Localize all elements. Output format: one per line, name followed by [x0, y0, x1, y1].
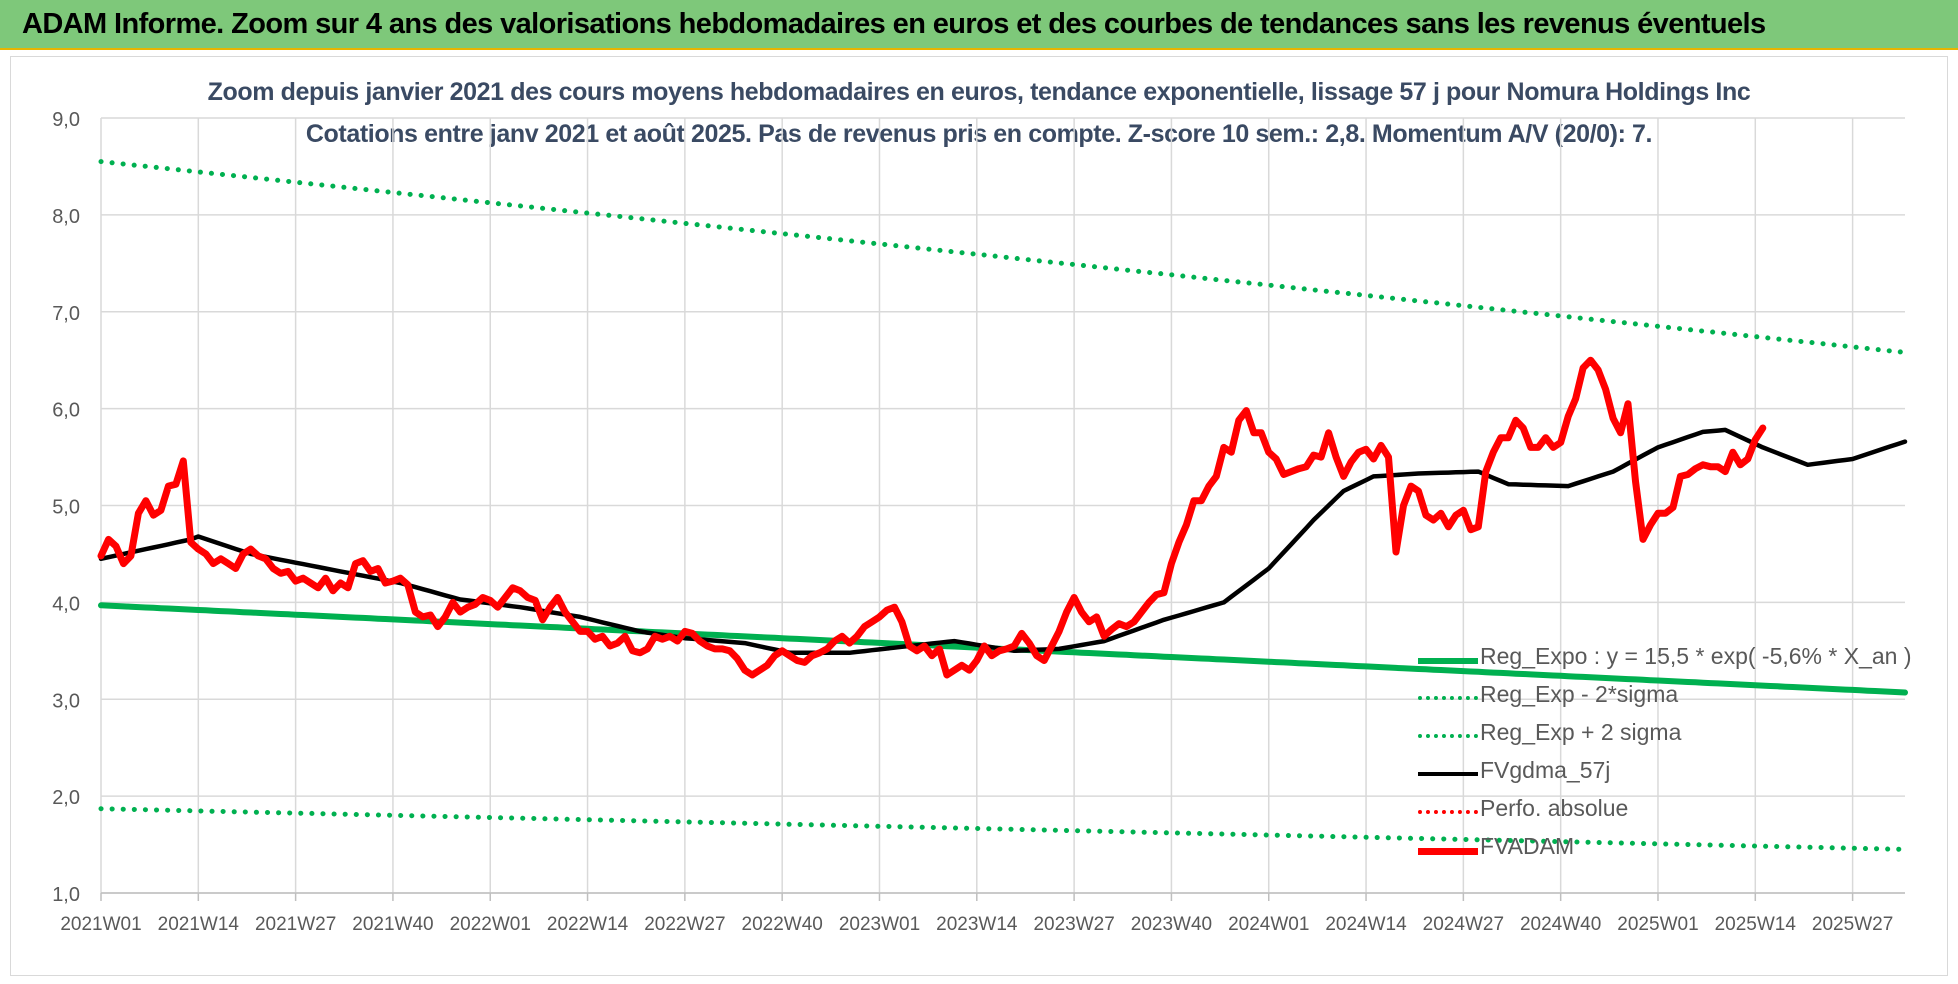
legend-label: Reg_Expo : y = 15,5 * exp( -5,6% * X_an …: [1480, 643, 1912, 669]
legend: Reg_Expo : y = 15,5 * exp( -5,6% * X_an …: [1412, 640, 1932, 868]
legend-swatch: [1418, 772, 1478, 776]
x-tick-label: 2023W40: [1131, 914, 1212, 935]
x-tick-label: 2021W27: [255, 914, 336, 935]
series-line-reg_exp: [98, 159, 1908, 355]
y-tick-label: 1,0: [52, 884, 80, 906]
x-tick-label: 2022W01: [450, 914, 531, 935]
x-tick-label: 2024W40: [1520, 914, 1601, 935]
x-axis: 2021W01 2021W14 2021W27 2021W40 2022W01 2022W…: [60, 892, 1905, 935]
legend-item: Reg_Expo : y = 15,5 * exp( -5,6% * X_an …: [1412, 640, 1932, 678]
y-tick-label: 2,0: [52, 787, 80, 809]
x-tick-label: 2024W27: [1423, 914, 1504, 935]
legend-swatch: [1418, 848, 1478, 855]
x-tick-label: 2021W14: [158, 914, 240, 935]
y-axis: 1,0 2,0 3,0 4,0 5,0 6,0 7,0 8,0 9,0: [52, 109, 80, 906]
legend-label: Perfo. absolue: [1480, 795, 1629, 821]
legend-label: Reg_Exp + 2 sigma: [1480, 719, 1682, 745]
chart-area: [10, 56, 1948, 976]
header-banner: ADAM Informe. Zoom sur 4 ans des valoris…: [0, 0, 1958, 50]
legend-swatch: [1418, 696, 1478, 700]
x-tick-label: 2023W01: [839, 914, 920, 935]
x-tick-label: 2022W14: [547, 914, 629, 935]
y-tick-label: 5,0: [52, 497, 80, 519]
legend-item: Reg_Exp - 2*sigma: [1412, 678, 1932, 716]
x-tick-label: 2023W27: [1033, 914, 1114, 935]
legend-swatch: [1418, 734, 1478, 738]
legend-item: FVADAM: [1412, 830, 1932, 868]
series-line-reg_exp: [98, 806, 1908, 852]
x-tick-label: 2023W14: [936, 914, 1018, 935]
y-tick-label: 4,0: [52, 593, 80, 615]
x-tick-label: 2021W40: [352, 914, 433, 935]
legend-label: Reg_Exp - 2*sigma: [1480, 681, 1679, 707]
legend-swatch: [1418, 810, 1478, 814]
y-tick-label: 9,0: [52, 109, 80, 131]
x-tick-label: 2024W14: [1325, 914, 1407, 935]
y-tick-label: 7,0: [52, 303, 80, 325]
x-tick-label: 2021W01: [60, 914, 141, 935]
x-tick-label: 2022W40: [742, 914, 823, 935]
series-lines: [97, 159, 1908, 852]
x-tick-label: 2025W14: [1715, 914, 1797, 935]
x-tick-label: 2024W01: [1228, 914, 1309, 935]
y-tick-label: 6,0: [52, 400, 80, 422]
legend-swatch: [1418, 658, 1478, 664]
chart-title: Zoom depuis janvier 2021 des cours moyen…: [207, 78, 1751, 106]
x-tick-label: 2025W01: [1617, 914, 1698, 935]
series-line-fvadam: [97, 356, 1767, 679]
legend-label: FVADAM: [1480, 833, 1575, 859]
x-tick-label: 2022W27: [644, 914, 725, 935]
chart-subtitle: Cotations entre janv 2021 et août 2025. …: [305, 120, 1653, 148]
legend-item: Perfo. absolue: [1412, 792, 1932, 830]
y-tick-label: 3,0: [52, 690, 80, 712]
x-tick-label: 2025W27: [1812, 914, 1893, 935]
legend-label: FVgdma_57j: [1480, 757, 1611, 783]
y-tick-label: 8,0: [52, 206, 80, 228]
legend-item: Reg_Exp + 2 sigma: [1412, 716, 1932, 754]
banner-title: ADAM Informe. Zoom sur 4 ans des valoris…: [22, 8, 1766, 40]
legend-item: FVgdma_57j: [1412, 754, 1932, 792]
